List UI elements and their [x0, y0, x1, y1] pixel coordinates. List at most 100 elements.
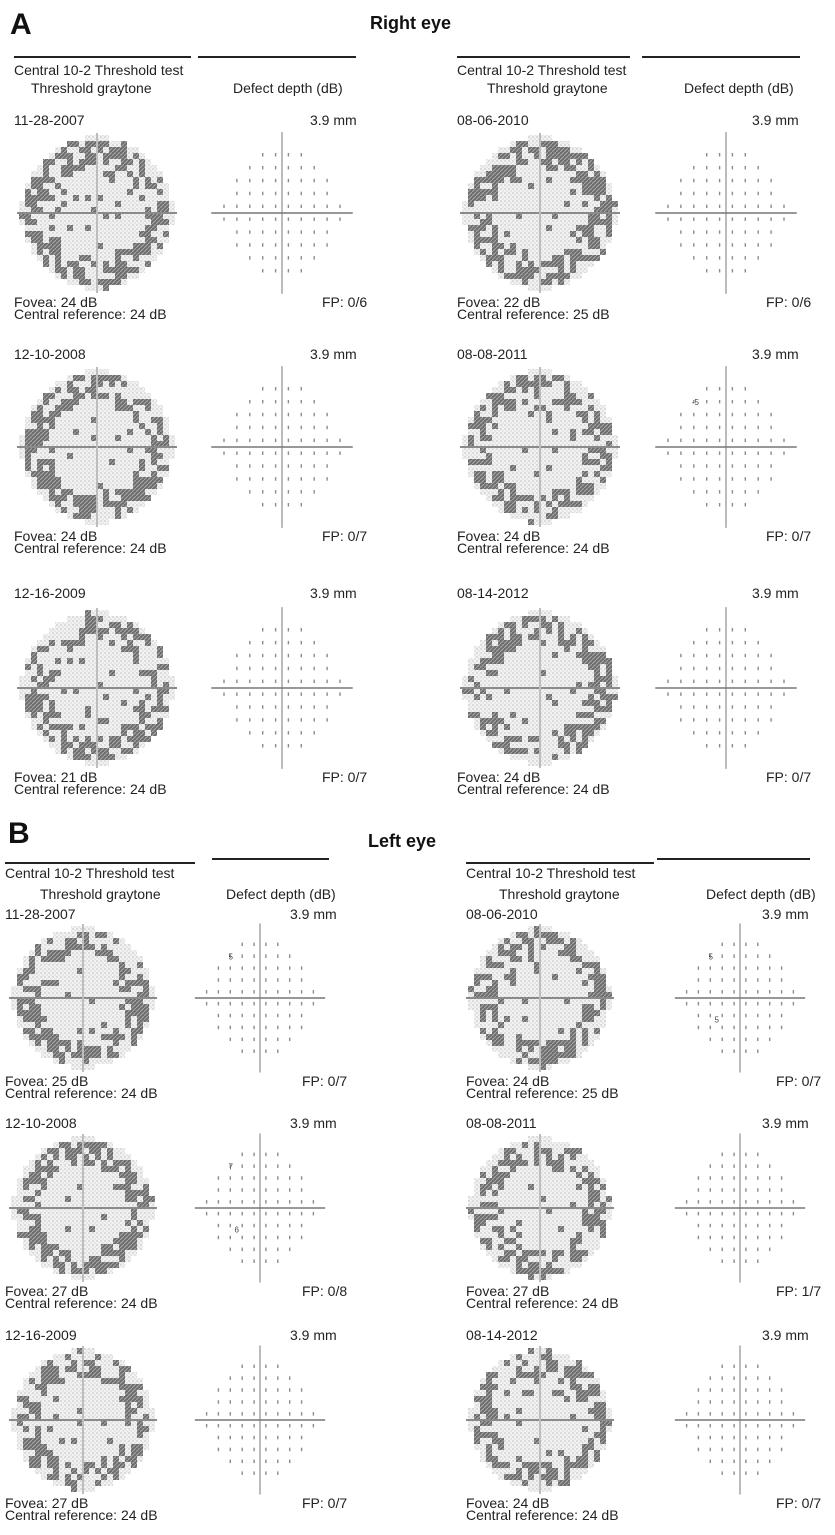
fovea-value: Fovea: 24 dB [457, 769, 541, 785]
defect-label: Defect depth (dB) [706, 886, 816, 902]
false-positive-rate: FP: 0/7 [322, 769, 368, 785]
threshold-graytone-map [9, 924, 157, 1072]
threshold-graytone-map [466, 1134, 614, 1282]
header-rule [212, 858, 329, 860]
false-positive-rate: FP: 0/7 [766, 769, 812, 785]
threshold-graytone-map [9, 1346, 157, 1494]
central-reference-value: Central reference: 24 dB [5, 1507, 158, 1523]
threshold-graytone-map [17, 608, 177, 768]
fovea-value: Fovea: 27 dB [5, 1495, 89, 1511]
header-rule [657, 858, 810, 860]
header-rule [642, 56, 800, 58]
defect-depth-map [674, 923, 806, 1073]
fovea-value: Fovea: 22 dB [457, 294, 541, 310]
defect-label: Defect depth (dB) [684, 80, 794, 96]
false-positive-rate: FP: 0/7 [766, 528, 812, 544]
defect-depth-map [194, 923, 326, 1073]
central-reference-value: Central reference: 25 dB [457, 306, 610, 322]
threshold-graytone-map [460, 367, 620, 527]
fovea-value: Fovea: 24 dB [466, 1073, 550, 1089]
defect-depth-map [655, 132, 797, 294]
defect-value-label: 6 [235, 1226, 240, 1235]
defect-depth-map [211, 607, 353, 769]
false-positive-rate: FP: 0/7 [302, 1073, 348, 1089]
threshold-graytone-map [9, 1134, 157, 1282]
header-rule [14, 56, 191, 58]
eye-title-left: Left eye [368, 831, 437, 851]
defect-label: Defect depth (dB) [226, 886, 336, 902]
central-reference-value: Central reference: 24 dB [5, 1295, 158, 1311]
scale-label: 3.9 mm [762, 1327, 809, 1343]
fovea-value: Fovea: 24 dB [14, 528, 98, 544]
false-positive-rate: FP: 0/6 [322, 294, 368, 310]
central-reference-value: Central reference: 24 dB [466, 1507, 619, 1523]
exam-date: 08-08-2011 [466, 1115, 537, 1131]
scale-label: 3.9 mm [752, 585, 799, 601]
eye-title-right: Right eye [370, 13, 452, 33]
threshold-graytone-map [460, 608, 620, 768]
panel-letter-a: A [10, 8, 32, 41]
fovea-value: Fovea: 24 dB [457, 528, 541, 544]
exam-date: 12-16-2009 [14, 585, 86, 601]
exam-date: 08-08-2011 [457, 346, 528, 362]
threshold-graytone-map [460, 133, 620, 293]
fovea-value: Fovea: 24 dB [14, 294, 98, 310]
threshold-graytone-map [17, 133, 177, 293]
header-rule [466, 862, 654, 864]
defect-depth-map [655, 607, 797, 769]
fovea-value: Fovea: 25 dB [5, 1073, 89, 1089]
header-rule [198, 56, 356, 58]
scale-label: 3.9 mm [290, 906, 337, 922]
false-positive-rate: FP: 0/6 [766, 294, 812, 310]
defect-depth-map [211, 366, 353, 528]
threshold-graytone-map [17, 367, 177, 527]
scale-label: 3.9 mm [752, 112, 799, 128]
defect-value-label: 5 [709, 953, 714, 962]
header-rule [457, 56, 630, 58]
central-reference-value: Central reference: 24 dB [14, 306, 167, 322]
exam-date: 11-28-2007 [14, 112, 85, 128]
defect-depth-map [211, 132, 353, 294]
fovea-value: Fovea: 27 dB [466, 1283, 550, 1299]
test-label: Central 10-2 Threshold test [457, 62, 627, 78]
test-label: Central 10-2 Threshold test [466, 865, 636, 881]
central-reference-value: Central reference: 24 dB [466, 1295, 619, 1311]
false-positive-rate: FP: 0/7 [302, 1495, 348, 1511]
defect-depth-map [674, 1133, 806, 1283]
false-positive-rate: FP: 0/7 [776, 1495, 822, 1511]
defect-depth-map [194, 1345, 326, 1495]
fovea-value: Fovea: 27 dB [5, 1283, 89, 1299]
defect-value-label: 5 [715, 1016, 720, 1025]
graytone-label: Threshold graytone [40, 886, 161, 902]
central-reference-value: Central reference: 24 dB [457, 540, 610, 556]
scale-label: 3.9 mm [290, 1115, 337, 1131]
exam-date: 12-10-2008 [14, 346, 86, 362]
exam-date: 08-06-2010 [466, 906, 538, 922]
central-reference-value: Central reference: 24 dB [14, 781, 167, 797]
defect-depth-map [194, 1133, 326, 1283]
false-positive-rate: FP: 0/7 [776, 1073, 822, 1089]
scale-label: 3.9 mm [762, 906, 809, 922]
scale-label: 3.9 mm [290, 1327, 337, 1343]
panel-letter-b: B [8, 817, 30, 850]
central-reference-value: Central reference: 24 dB [14, 540, 167, 556]
exam-date: 12-16-2009 [5, 1327, 77, 1343]
defect-value-label: -5 [692, 398, 700, 407]
graytone-label: Threshold graytone [499, 886, 620, 902]
test-label: Central 10-2 Threshold test [14, 62, 184, 78]
defect-depth-map [655, 366, 797, 528]
graytone-label: Threshold graytone [487, 80, 608, 96]
defect-label: Defect depth (dB) [233, 80, 343, 96]
fovea-value: Fovea: 21 dB [14, 769, 98, 785]
defect-depth-map [674, 1345, 806, 1495]
defect-value-label: 7 [229, 1163, 234, 1172]
exam-date: 08-06-2010 [457, 112, 529, 128]
scale-label: 3.9 mm [752, 346, 799, 362]
scale-label: 3.9 mm [310, 585, 357, 601]
scale-label: 3.9 mm [310, 346, 357, 362]
exam-date: 11-28-2007 [5, 906, 76, 922]
false-positive-rate: FP: 0/7 [322, 528, 368, 544]
test-label: Central 10-2 Threshold test [5, 865, 175, 881]
threshold-graytone-map [466, 924, 614, 1072]
